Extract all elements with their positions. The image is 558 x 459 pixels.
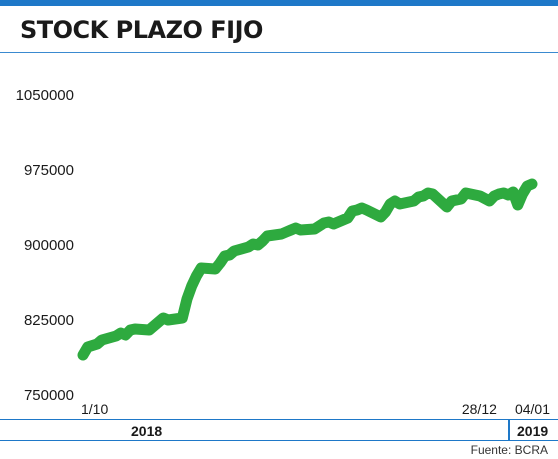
year-label-2019: 2019 [517, 423, 549, 439]
y-tick-label: 900000 [24, 237, 74, 254]
x-tick-label: 04/01 [515, 401, 550, 417]
year-label-2018: 2018 [131, 423, 163, 439]
y-tick-label: 975000 [24, 162, 74, 179]
x-axis-ticks: 1/10 28/12 04/01 [81, 401, 550, 417]
y-tick-label: 825000 [24, 312, 74, 329]
top-accent-rule [0, 0, 558, 6]
y-tick-label: 750000 [24, 387, 74, 404]
title-divider [0, 52, 558, 53]
page-title: STOCK PLAZO FIJO [20, 16, 263, 44]
x-tick-label: 1/10 [81, 401, 108, 417]
series-line [77, 178, 538, 361]
y-tick-label: 1050000 [16, 87, 74, 104]
year-divider [508, 419, 510, 441]
year-band [0, 419, 558, 441]
source-note: Fuente: BCRA [470, 443, 548, 457]
x-tick-label: 28/12 [462, 401, 497, 417]
y-axis-ticks: 1050000 975000 900000 825000 750000 [16, 87, 74, 404]
series-group [77, 178, 538, 361]
